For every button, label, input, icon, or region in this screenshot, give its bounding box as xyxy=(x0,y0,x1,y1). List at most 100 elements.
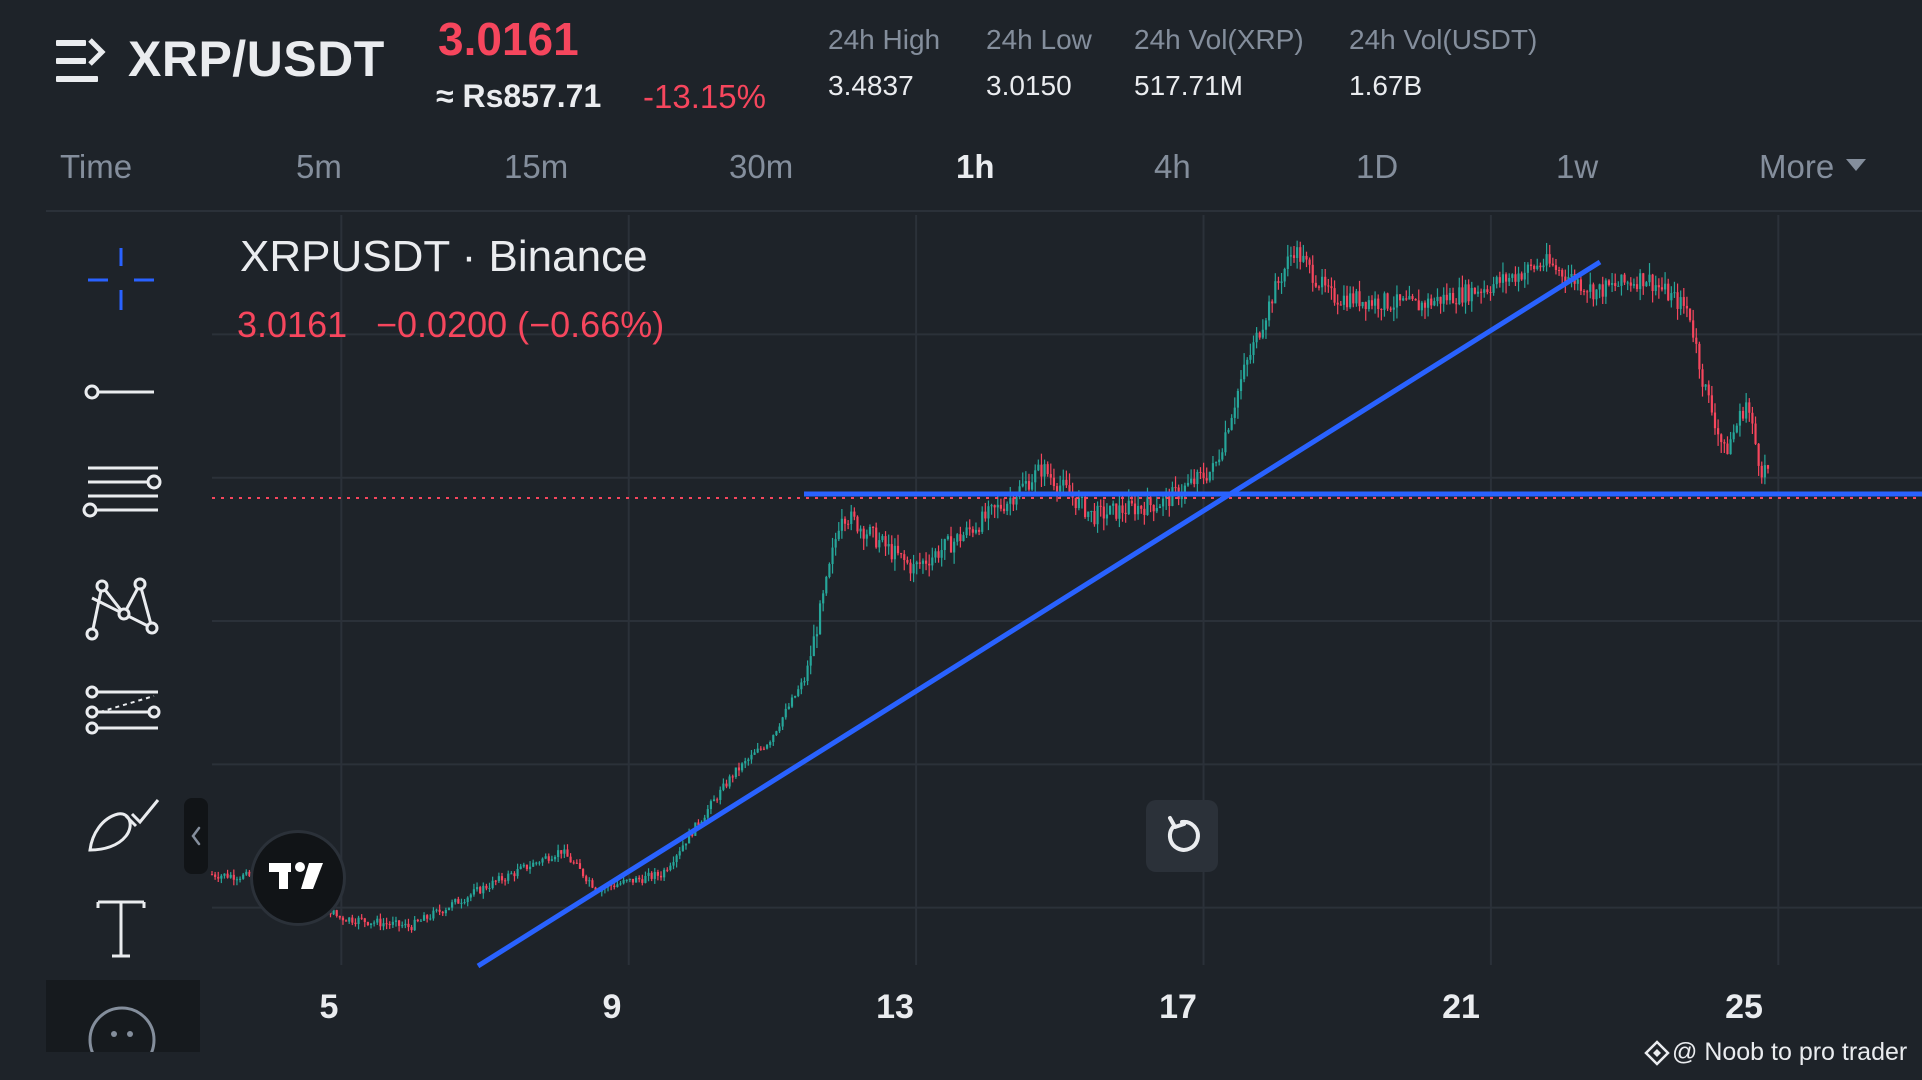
candle-body xyxy=(1364,301,1367,310)
candle-body xyxy=(441,911,444,914)
pair-title[interactable]: XRP/USDT xyxy=(128,31,385,87)
candle-body xyxy=(373,922,376,924)
candle-body xyxy=(404,923,407,926)
candle-body xyxy=(1330,286,1333,289)
candle-body xyxy=(578,863,582,869)
candle-body xyxy=(416,919,419,922)
pattern-tool[interactable] xyxy=(78,562,164,648)
candle-body xyxy=(1249,354,1252,360)
fib-retracement-tool[interactable] xyxy=(78,454,164,540)
candle-body xyxy=(666,869,669,871)
toolbar-collapse-handle[interactable] xyxy=(184,798,208,874)
candle-body xyxy=(1430,298,1433,306)
candle-body xyxy=(217,876,220,879)
candle-body xyxy=(519,866,522,869)
tab-15m[interactable]: 15m xyxy=(504,148,569,185)
candle-body xyxy=(1529,264,1533,266)
tab-1w[interactable]: 1w xyxy=(1556,148,1599,185)
candle-body xyxy=(1383,293,1386,310)
candle-body xyxy=(616,884,619,887)
candle-body xyxy=(1660,287,1664,290)
candle-body xyxy=(235,879,239,881)
tab-30m[interactable]: 30m xyxy=(729,148,794,185)
tab-more[interactable]: More xyxy=(1759,148,1867,186)
candle-body xyxy=(1657,285,1660,288)
candle-body xyxy=(943,539,946,551)
candle-body xyxy=(747,759,750,762)
line-tool[interactable] xyxy=(78,344,164,430)
crosshair-tool[interactable] xyxy=(78,238,164,324)
reset-icon xyxy=(1167,816,1200,852)
candle-body xyxy=(1236,391,1239,408)
candle-body xyxy=(1121,505,1124,513)
candle-body xyxy=(1105,514,1109,519)
tab-5m[interactable]: 5m xyxy=(296,148,342,185)
stat-24h-high: 24h High 3.4837 xyxy=(828,24,940,102)
candle-body xyxy=(1692,320,1695,338)
candle-body xyxy=(544,856,547,859)
candle-body xyxy=(504,880,507,882)
candle-body xyxy=(1305,255,1308,260)
candle-body xyxy=(1302,255,1305,262)
candle-body xyxy=(672,862,675,866)
candle-body xyxy=(650,872,653,879)
candle-body xyxy=(472,889,476,895)
candle-body xyxy=(1130,500,1133,504)
candle-body xyxy=(391,921,394,925)
more-icon[interactable] xyxy=(46,980,200,1052)
tab-1h[interactable]: 1h xyxy=(956,148,995,185)
candle-body xyxy=(1345,295,1349,308)
prediction-tool[interactable] xyxy=(78,670,164,756)
brush-tool[interactable] xyxy=(78,778,164,864)
candle-body xyxy=(1645,282,1648,287)
candle-body xyxy=(1592,284,1595,300)
candle-body xyxy=(1112,503,1115,506)
candle-body xyxy=(803,681,806,683)
tab-time[interactable]: Time xyxy=(60,148,133,185)
candle-body xyxy=(1439,296,1442,304)
watermark-text: @ Noob to pro trader xyxy=(1672,1038,1908,1066)
tab-4h[interactable]: 4h xyxy=(1154,148,1191,185)
candle-body xyxy=(588,880,591,882)
stat-value: 1.67B xyxy=(1349,70,1423,101)
stat-value: 3.4837 xyxy=(828,70,914,101)
candle-body xyxy=(557,850,560,857)
candle-body xyxy=(410,927,413,931)
reset-chart-button[interactable] xyxy=(1146,800,1218,872)
candle-body xyxy=(376,918,379,923)
candle-body xyxy=(1455,303,1458,305)
tab-1d[interactable]: 1D xyxy=(1356,148,1399,185)
candle-body xyxy=(871,527,875,529)
candle-body xyxy=(1308,259,1311,265)
candle-body xyxy=(1604,280,1607,297)
candle-body xyxy=(987,506,990,519)
candle-body xyxy=(1670,293,1673,301)
candle-body xyxy=(794,696,797,698)
candle-body xyxy=(363,918,366,923)
candle-body xyxy=(1087,511,1090,518)
text-tool[interactable] xyxy=(78,886,164,972)
candle-body xyxy=(1405,298,1408,300)
candle-body xyxy=(834,539,837,548)
candle-body xyxy=(1031,482,1034,490)
candle-body xyxy=(1377,298,1380,309)
candle-body xyxy=(731,776,734,778)
candle-body xyxy=(1115,503,1118,519)
candle-body xyxy=(878,540,881,548)
candle-body xyxy=(1713,412,1717,429)
candle-body xyxy=(1735,425,1738,433)
candle-body xyxy=(463,902,466,904)
candle-body xyxy=(622,880,625,884)
candle-body xyxy=(1327,285,1330,287)
tradingview-logo[interactable] xyxy=(250,830,346,926)
candle-body xyxy=(1274,281,1277,304)
stat-label: 24h Low xyxy=(986,24,1092,55)
candle-body xyxy=(1046,464,1049,475)
candle-body xyxy=(394,920,398,922)
candle-body xyxy=(1021,483,1024,487)
menu-icon[interactable] xyxy=(56,38,108,84)
candle-body xyxy=(906,559,909,563)
candle-body xyxy=(1183,485,1186,495)
candle-body xyxy=(981,511,984,532)
